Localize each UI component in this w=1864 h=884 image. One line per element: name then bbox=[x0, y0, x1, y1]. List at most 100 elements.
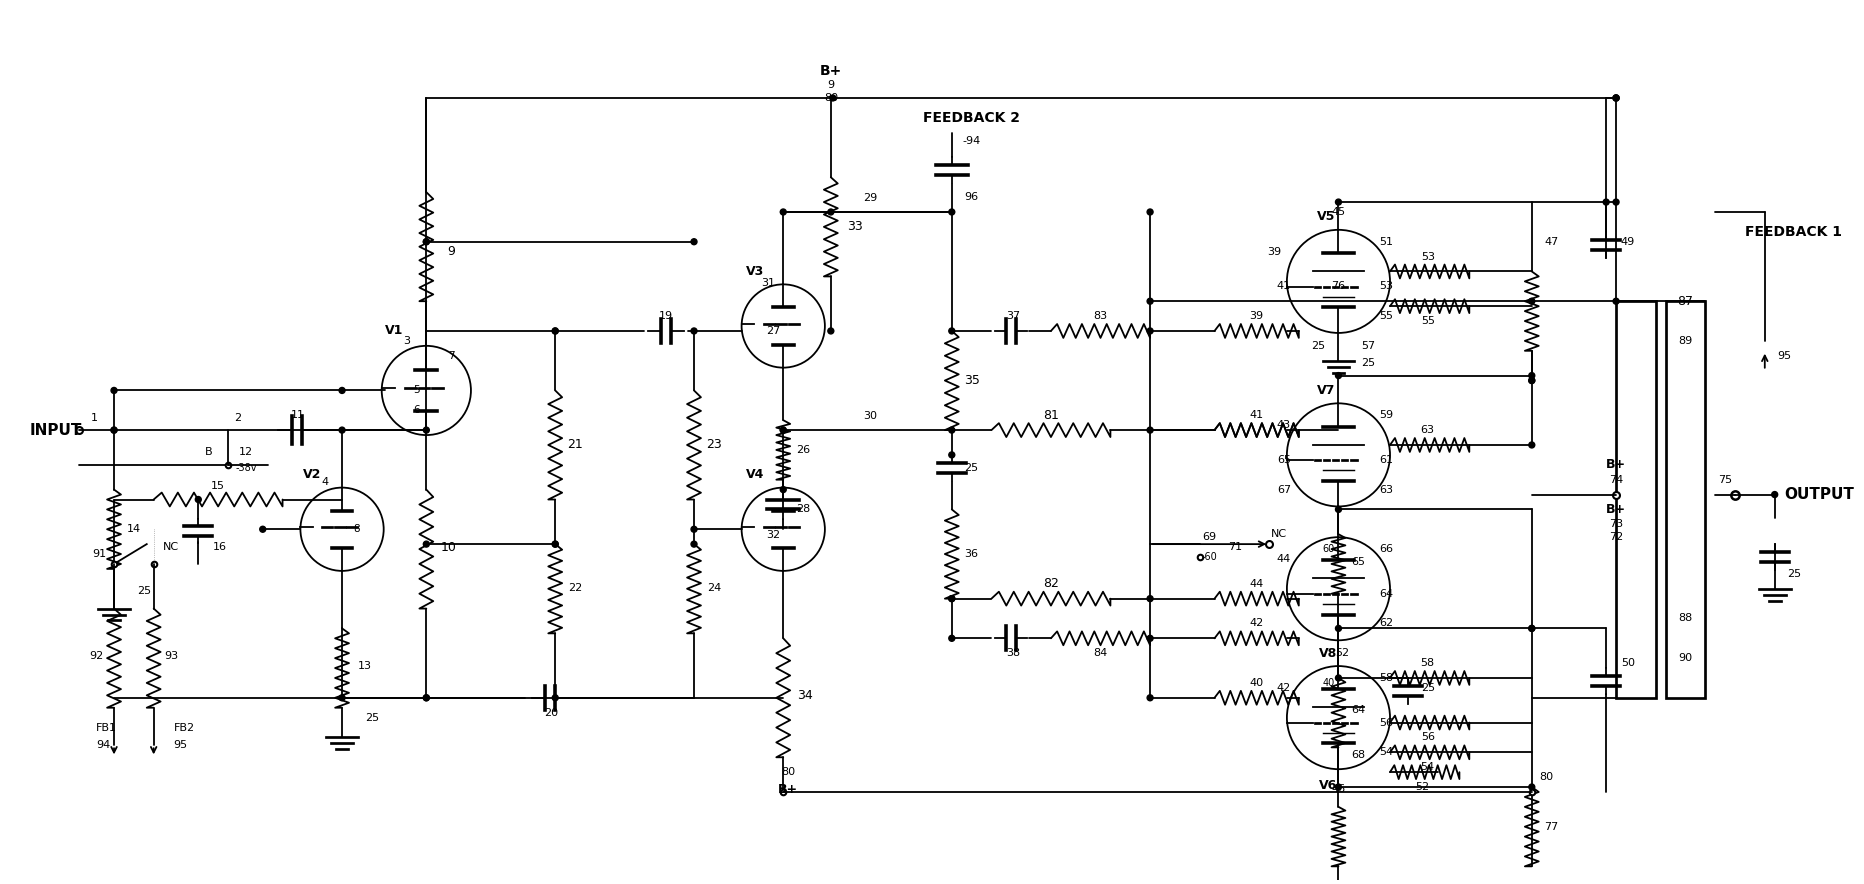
Text: 65: 65 bbox=[1277, 455, 1292, 465]
Text: 61: 61 bbox=[1379, 455, 1392, 465]
Text: 29: 29 bbox=[863, 193, 878, 203]
Text: V2: V2 bbox=[304, 469, 321, 481]
Circle shape bbox=[692, 328, 697, 334]
Text: 81: 81 bbox=[1044, 408, 1059, 422]
Circle shape bbox=[1612, 95, 1620, 101]
Circle shape bbox=[1528, 784, 1534, 790]
Circle shape bbox=[112, 387, 117, 393]
Circle shape bbox=[552, 328, 557, 334]
Text: 80: 80 bbox=[1540, 772, 1555, 782]
Circle shape bbox=[692, 541, 697, 547]
Text: V7: V7 bbox=[1318, 384, 1336, 397]
Text: 87: 87 bbox=[1678, 294, 1694, 308]
Text: 55: 55 bbox=[1379, 311, 1392, 321]
Text: 83: 83 bbox=[1094, 311, 1107, 321]
Text: 92: 92 bbox=[89, 652, 103, 661]
Text: 72: 72 bbox=[1609, 532, 1624, 542]
Text: V3: V3 bbox=[746, 265, 764, 278]
Circle shape bbox=[1146, 328, 1154, 334]
Text: 35: 35 bbox=[964, 374, 980, 387]
Text: NC: NC bbox=[162, 542, 179, 552]
Text: V4: V4 bbox=[746, 469, 764, 481]
Text: 76: 76 bbox=[1331, 281, 1346, 292]
Text: 25: 25 bbox=[1361, 358, 1376, 368]
Text: B+: B+ bbox=[820, 65, 843, 78]
Circle shape bbox=[552, 541, 557, 547]
Text: NC: NC bbox=[1271, 530, 1286, 539]
Circle shape bbox=[1146, 298, 1154, 304]
Text: 90: 90 bbox=[1678, 653, 1693, 663]
Text: 71: 71 bbox=[1228, 542, 1243, 552]
Text: 47: 47 bbox=[1545, 237, 1558, 247]
Text: 16: 16 bbox=[212, 542, 227, 552]
Text: 63: 63 bbox=[1379, 484, 1392, 494]
Text: 74: 74 bbox=[1609, 475, 1624, 484]
Text: 39: 39 bbox=[1249, 311, 1264, 321]
Circle shape bbox=[1335, 199, 1342, 205]
Text: 96: 96 bbox=[964, 192, 979, 202]
Circle shape bbox=[781, 427, 787, 433]
Text: B: B bbox=[205, 447, 212, 457]
Text: 13: 13 bbox=[358, 661, 371, 671]
Text: 59: 59 bbox=[1379, 410, 1392, 420]
Circle shape bbox=[1146, 209, 1154, 215]
Text: 80: 80 bbox=[824, 93, 839, 103]
Text: 19: 19 bbox=[660, 311, 673, 321]
Text: 31: 31 bbox=[761, 278, 775, 288]
Text: 69: 69 bbox=[1202, 532, 1217, 542]
Text: OUTPUT: OUTPUT bbox=[1784, 487, 1855, 502]
Circle shape bbox=[1528, 625, 1534, 631]
Text: 89: 89 bbox=[1678, 336, 1693, 346]
Text: 63: 63 bbox=[1420, 425, 1435, 435]
Text: 55: 55 bbox=[1420, 316, 1435, 326]
Text: 20: 20 bbox=[544, 708, 559, 718]
Text: 57: 57 bbox=[1361, 341, 1376, 351]
Text: 60: 60 bbox=[1322, 544, 1335, 554]
Text: 37: 37 bbox=[1007, 311, 1020, 321]
Text: 25: 25 bbox=[1312, 341, 1325, 351]
Circle shape bbox=[423, 239, 429, 245]
Circle shape bbox=[1528, 442, 1534, 448]
Text: 41: 41 bbox=[1277, 281, 1292, 292]
Text: 40: 40 bbox=[1249, 678, 1264, 688]
Text: 33: 33 bbox=[846, 220, 863, 233]
Text: B+: B+ bbox=[777, 782, 798, 796]
Text: 94: 94 bbox=[97, 741, 110, 751]
Circle shape bbox=[949, 452, 954, 458]
Text: FB1: FB1 bbox=[97, 722, 117, 733]
Text: V5: V5 bbox=[1318, 210, 1336, 224]
Text: 54: 54 bbox=[1420, 762, 1435, 773]
Text: -38v: -38v bbox=[235, 463, 257, 473]
Circle shape bbox=[423, 695, 429, 701]
Circle shape bbox=[1612, 95, 1620, 101]
Circle shape bbox=[1528, 625, 1534, 631]
Circle shape bbox=[949, 596, 954, 602]
Text: 54: 54 bbox=[1379, 747, 1392, 758]
Circle shape bbox=[423, 541, 429, 547]
Circle shape bbox=[1146, 596, 1154, 602]
Text: 75: 75 bbox=[1719, 475, 1732, 484]
Text: FEEDBACK 2: FEEDBACK 2 bbox=[923, 110, 1020, 125]
Circle shape bbox=[692, 526, 697, 532]
Text: 67: 67 bbox=[1277, 484, 1292, 494]
Circle shape bbox=[552, 695, 557, 701]
Circle shape bbox=[781, 486, 787, 492]
Text: FB2: FB2 bbox=[173, 722, 194, 733]
Text: 56: 56 bbox=[1379, 718, 1392, 728]
Circle shape bbox=[828, 209, 833, 215]
Text: 4: 4 bbox=[322, 476, 328, 487]
Circle shape bbox=[1146, 636, 1154, 641]
Text: 9: 9 bbox=[828, 80, 835, 90]
Text: 9: 9 bbox=[447, 245, 455, 258]
Circle shape bbox=[423, 239, 429, 245]
Text: 24: 24 bbox=[706, 583, 721, 593]
Text: 95: 95 bbox=[1778, 351, 1791, 361]
Text: 51: 51 bbox=[1379, 237, 1392, 247]
Text: B+: B+ bbox=[1607, 503, 1625, 516]
Circle shape bbox=[1528, 377, 1534, 384]
Circle shape bbox=[423, 695, 429, 701]
Circle shape bbox=[339, 695, 345, 701]
Circle shape bbox=[1612, 298, 1620, 304]
Circle shape bbox=[781, 427, 787, 433]
Text: 52: 52 bbox=[1335, 648, 1350, 659]
